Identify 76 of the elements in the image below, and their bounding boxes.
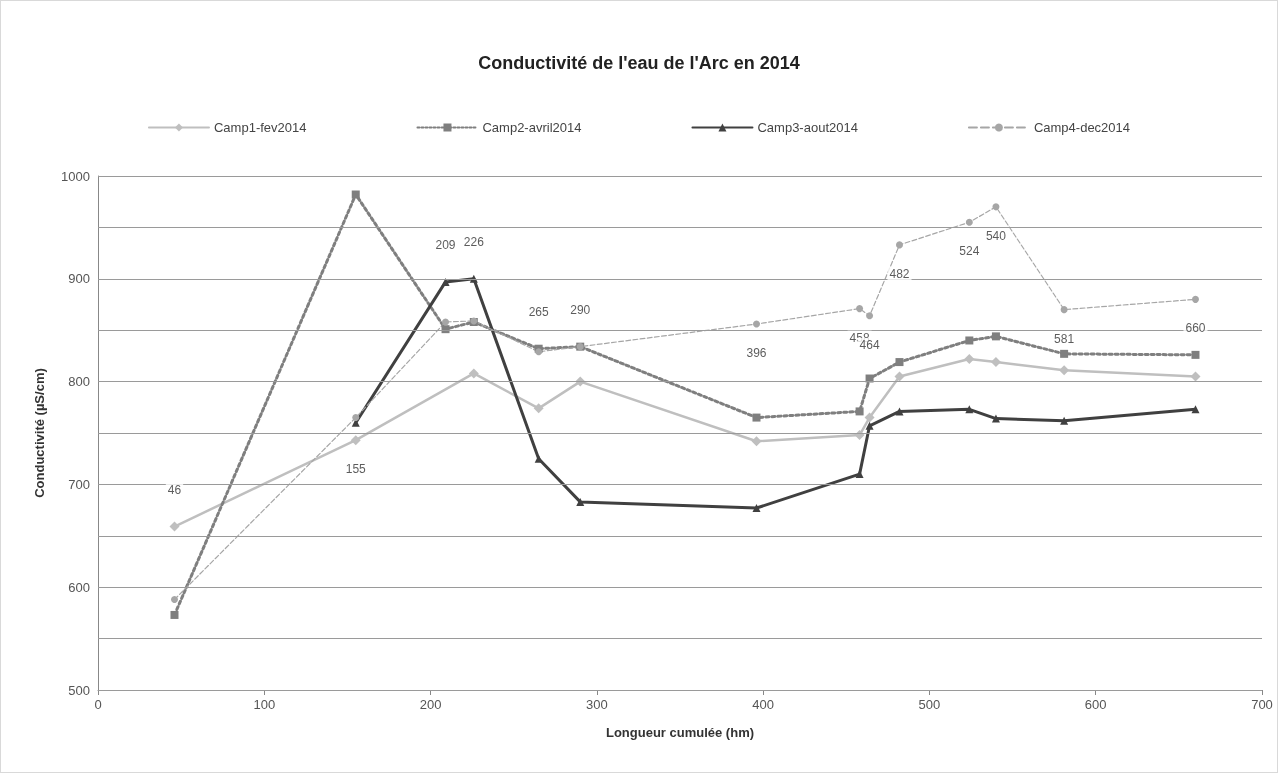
- point: [991, 332, 1000, 341]
- point: [534, 454, 543, 463]
- y-tick-label: 800: [68, 374, 90, 390]
- point: [469, 274, 478, 283]
- point: [350, 435, 361, 446]
- point: [533, 403, 544, 414]
- point: [1060, 416, 1069, 425]
- point: [441, 277, 450, 286]
- point: [991, 414, 1000, 423]
- point: [751, 436, 762, 447]
- x-tick-label: 400: [752, 697, 774, 712]
- x-axis-title: Longueur cumulée (hm): [605, 725, 755, 740]
- y-tick-label: 700: [68, 476, 90, 492]
- y-tick-label: 900: [68, 271, 90, 287]
- x-tick-label: 300: [586, 697, 608, 712]
- point: [894, 371, 905, 382]
- point: [864, 412, 875, 423]
- point: [170, 610, 179, 619]
- point: [169, 521, 180, 532]
- point: [855, 407, 864, 416]
- point: [468, 368, 479, 379]
- chart-title: Conductivité de l'eau de l'Arc en 2014: [478, 53, 800, 73]
- point: [576, 497, 585, 506]
- legend-label: Camp2-avril2014: [482, 120, 582, 135]
- point: [171, 596, 178, 604]
- annotation: 660: [1185, 321, 1206, 336]
- point: [856, 305, 864, 313]
- annotation: 209: [435, 237, 456, 252]
- point: [752, 504, 761, 513]
- point: [895, 358, 904, 367]
- point: [442, 318, 450, 326]
- annotation: 155: [345, 462, 367, 477]
- annotation: 226: [463, 234, 485, 249]
- point: [965, 336, 974, 345]
- point: [1060, 349, 1069, 358]
- point: [855, 470, 864, 479]
- point: [535, 348, 543, 356]
- annotation: 265: [528, 304, 549, 319]
- y-tick-label: 600: [68, 579, 90, 595]
- y-tick-label: 500: [68, 682, 90, 698]
- x-tick-label: 100: [253, 697, 276, 712]
- point: [1190, 371, 1201, 382]
- point: [752, 413, 761, 422]
- legend-label: Camp1-fev2014: [213, 120, 307, 135]
- x-tick-label: 700: [1251, 697, 1273, 712]
- legend-label: Camp3-aout2014: [757, 120, 858, 135]
- annotation: 290: [570, 302, 591, 317]
- point: [990, 357, 1001, 368]
- point: [895, 407, 904, 416]
- point: [351, 190, 360, 199]
- x-tick-label: 0: [94, 697, 102, 712]
- point: [992, 203, 1000, 211]
- point: [896, 241, 903, 249]
- x-tick-label: 200: [419, 697, 442, 712]
- annotation: 581: [1054, 331, 1075, 346]
- point: [964, 353, 975, 364]
- x-tick-label: 500: [918, 697, 941, 712]
- point: [1059, 365, 1070, 376]
- point: [1191, 350, 1200, 359]
- y-axis-title: Conductivité (µS/cm): [32, 368, 47, 498]
- point: [352, 414, 360, 422]
- annotation: 540: [985, 228, 1007, 243]
- point: [1060, 306, 1068, 314]
- point: [753, 320, 760, 328]
- point: [866, 312, 874, 320]
- y-tick-label: 1000: [61, 168, 90, 184]
- annotation: 46: [167, 482, 182, 497]
- annotation: 396: [746, 346, 767, 361]
- x-tick-label: 600: [1084, 697, 1107, 712]
- annotation: 482: [889, 266, 910, 281]
- point: [865, 421, 874, 430]
- annotation: 524: [959, 244, 980, 259]
- point: [1191, 295, 1199, 303]
- point: [965, 218, 973, 226]
- point: [1191, 405, 1200, 414]
- legend-label: Camp4-dec2014: [1033, 120, 1131, 135]
